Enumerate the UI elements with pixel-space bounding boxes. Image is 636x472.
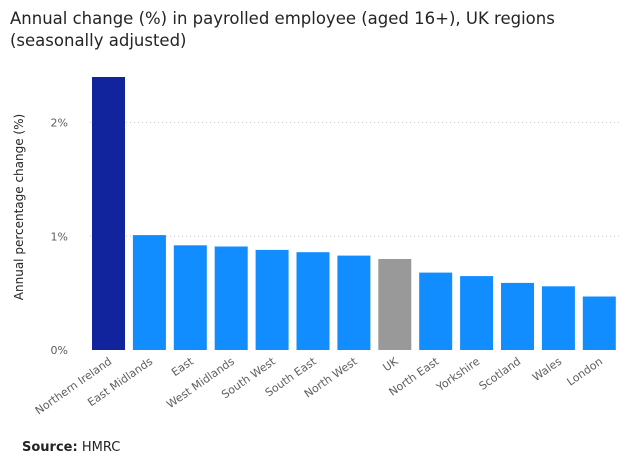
x-tick-label: Yorkshire [433,355,482,395]
bar [582,296,616,350]
x-tick-label: Scotland [477,355,524,393]
x-tick-label: Wales [530,355,564,384]
source-note: Source: HMRC [22,440,120,455]
bar [132,235,166,350]
bar [378,259,412,350]
chart-title: Annual change (%) in payrolled employee … [10,9,555,50]
bar [173,245,207,350]
bars [92,77,616,350]
bar [92,77,125,350]
bar [214,246,248,350]
x-tick-label: London [565,355,606,389]
bar [460,276,494,350]
bar [541,286,575,350]
y-tick-label: 1% [51,230,68,243]
bar [255,249,289,350]
x-tick-label: UK [381,354,402,374]
y-tick-label: 2% [51,117,68,130]
bar [501,282,534,350]
y-tick-label: 0% [51,344,68,357]
bar [419,272,453,350]
y-axis-title: Annual percentage change (%) [12,114,26,300]
gridlines [90,122,620,237]
x-tick-label: East [169,354,196,379]
bar [296,252,330,350]
source-value: HMRC [81,440,121,455]
bar [337,255,371,350]
source-label: Source: [22,440,78,455]
y-axis-ticks: 0% 1% 2% [51,117,68,358]
